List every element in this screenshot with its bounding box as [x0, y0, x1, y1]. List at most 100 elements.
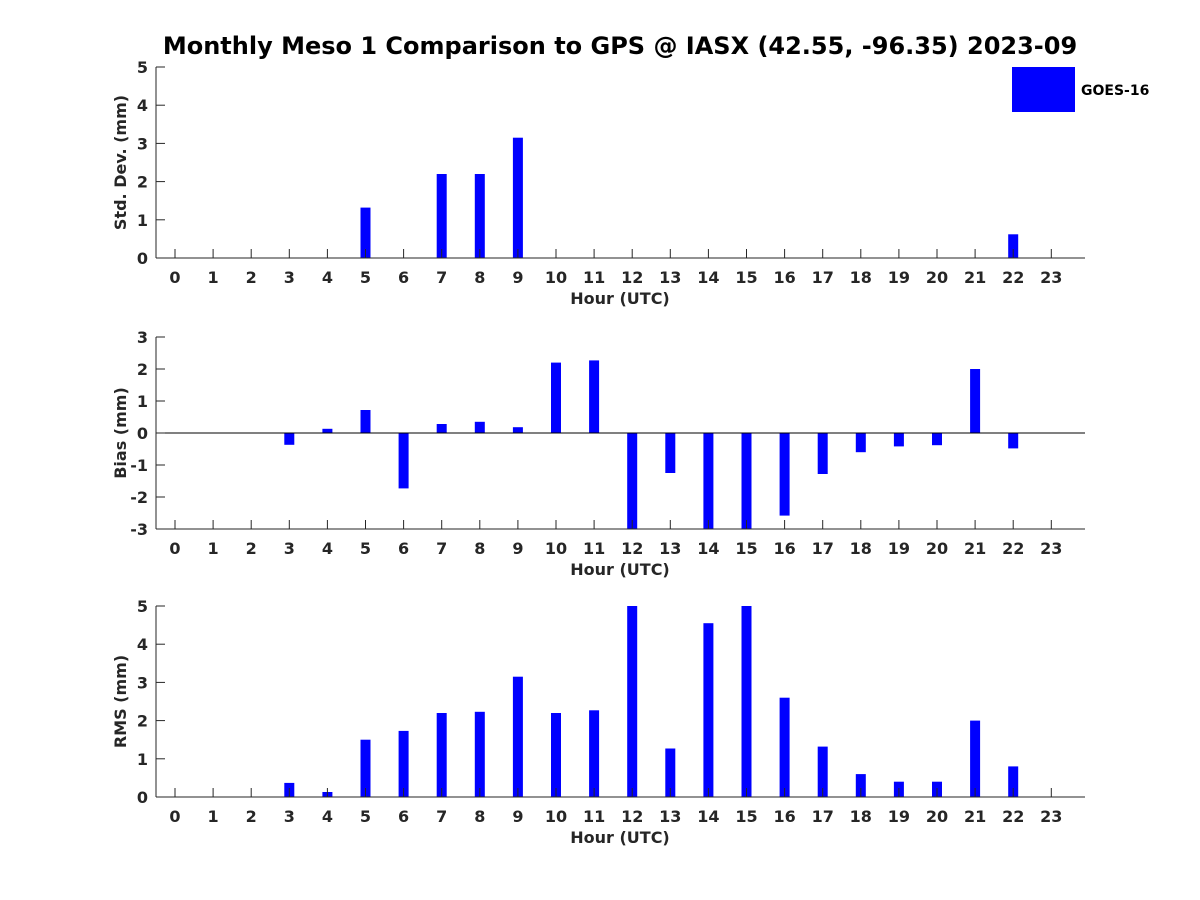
x-tick-label: 16: [773, 539, 795, 558]
x-tick-label: 22: [1002, 807, 1024, 826]
y-tick-label: -1: [130, 456, 148, 475]
y-tick-label: 0: [137, 788, 148, 807]
x-tick-label: 15: [735, 539, 757, 558]
y-tick-label: 5: [137, 58, 148, 77]
x-tick-label: 23: [1040, 268, 1062, 287]
y-tick-label: 3: [137, 328, 148, 347]
x-tick-label: 2: [246, 268, 257, 287]
bar-12: [627, 433, 638, 529]
x-tick-label: 9: [512, 268, 523, 287]
bar-4: [322, 428, 333, 433]
x-tick-label: 17: [812, 268, 834, 287]
bar-14: [703, 623, 714, 797]
bar-7: [436, 424, 447, 433]
x-tick-label: 17: [812, 807, 834, 826]
bar-21: [970, 369, 981, 433]
y-tick-label: 3: [137, 134, 148, 153]
bar-7: [436, 713, 447, 797]
x-axis-label: Hour (UTC): [570, 828, 670, 847]
x-tick-label: 3: [284, 539, 295, 558]
bar-5: [360, 739, 371, 797]
x-tick-label: 18: [850, 807, 872, 826]
x-tick-label: 1: [208, 268, 219, 287]
x-tick-label: 22: [1002, 268, 1024, 287]
y-tick-label: 4: [137, 96, 148, 115]
x-tick-label: 11: [583, 807, 605, 826]
x-tick-label: 6: [398, 268, 409, 287]
bar-20: [932, 433, 942, 446]
x-tick-label: 9: [512, 539, 523, 558]
y-tick-label: -2: [130, 488, 148, 507]
legend-label: GOES-16: [1081, 83, 1149, 99]
x-tick-label: 15: [735, 807, 757, 826]
y-tick-label: 2: [137, 173, 148, 192]
bar-18: [855, 774, 866, 797]
x-tick-label: 18: [850, 539, 872, 558]
bar-19: [893, 433, 904, 447]
bar-6: [398, 730, 409, 797]
x-tick-label: 22: [1002, 539, 1024, 558]
x-tick-label: 14: [697, 539, 719, 558]
x-tick-label: 8: [474, 807, 485, 826]
x-tick-label: 18: [850, 268, 872, 287]
x-tick-label: 4: [322, 268, 333, 287]
bar-15: [741, 606, 752, 797]
bar-6: [398, 433, 409, 489]
bar-15: [741, 433, 752, 529]
x-tick-label: 7: [436, 807, 447, 826]
bar-17: [817, 746, 828, 797]
x-tick-label: 17: [812, 539, 834, 558]
bar-8: [474, 174, 485, 258]
x-tick-label: 5: [360, 539, 371, 558]
bar-13: [665, 748, 676, 797]
x-tick-label: 20: [926, 539, 948, 558]
y-axis-label: RMS (mm): [111, 655, 130, 748]
x-tick-label: 4: [322, 807, 333, 826]
x-axis-label: Hour (UTC): [570, 560, 670, 579]
legend-swatch: [1012, 67, 1075, 112]
x-tick-label: 3: [284, 268, 295, 287]
x-axis-label: Hour (UTC): [570, 289, 670, 308]
x-tick-label: 0: [169, 268, 180, 287]
x-tick-label: 5: [360, 807, 371, 826]
y-axis-label: Std. Dev. (mm): [111, 95, 130, 230]
x-tick-label: 13: [659, 268, 681, 287]
bar-9: [512, 427, 523, 433]
x-tick-label: 20: [926, 268, 948, 287]
x-tick-label: 23: [1040, 539, 1062, 558]
bar-10: [551, 713, 561, 797]
y-tick-label: 3: [137, 673, 148, 692]
x-tick-label: 2: [246, 807, 257, 826]
x-tick-label: 6: [398, 539, 409, 558]
x-tick-label: 11: [583, 268, 605, 287]
x-tick-label: 10: [545, 539, 567, 558]
x-tick-label: 12: [621, 268, 643, 287]
x-tick-label: 19: [888, 268, 910, 287]
x-tick-label: 16: [773, 807, 795, 826]
bar-22: [1008, 433, 1019, 449]
x-tick-label: 14: [697, 807, 719, 826]
bar-11: [589, 360, 600, 433]
x-tick-label: 14: [697, 268, 719, 287]
x-tick-label: 8: [474, 268, 485, 287]
x-tick-label: 12: [621, 539, 643, 558]
x-tick-label: 19: [888, 807, 910, 826]
x-tick-label: 20: [926, 807, 948, 826]
x-tick-label: 0: [169, 807, 180, 826]
x-tick-label: 9: [512, 807, 523, 826]
bar-17: [817, 433, 828, 474]
y-tick-label: 0: [137, 249, 148, 268]
y-tick-label: 1: [137, 392, 148, 411]
bar-10: [551, 362, 561, 433]
x-tick-label: 3: [284, 807, 295, 826]
x-tick-label: 2: [246, 539, 257, 558]
bar-18: [855, 433, 866, 453]
x-tick-label: 7: [436, 539, 447, 558]
x-tick-label: 5: [360, 268, 371, 287]
y-axis-label: Bias (mm): [111, 387, 130, 479]
x-tick-label: 13: [659, 807, 681, 826]
x-tick-label: 11: [583, 539, 605, 558]
